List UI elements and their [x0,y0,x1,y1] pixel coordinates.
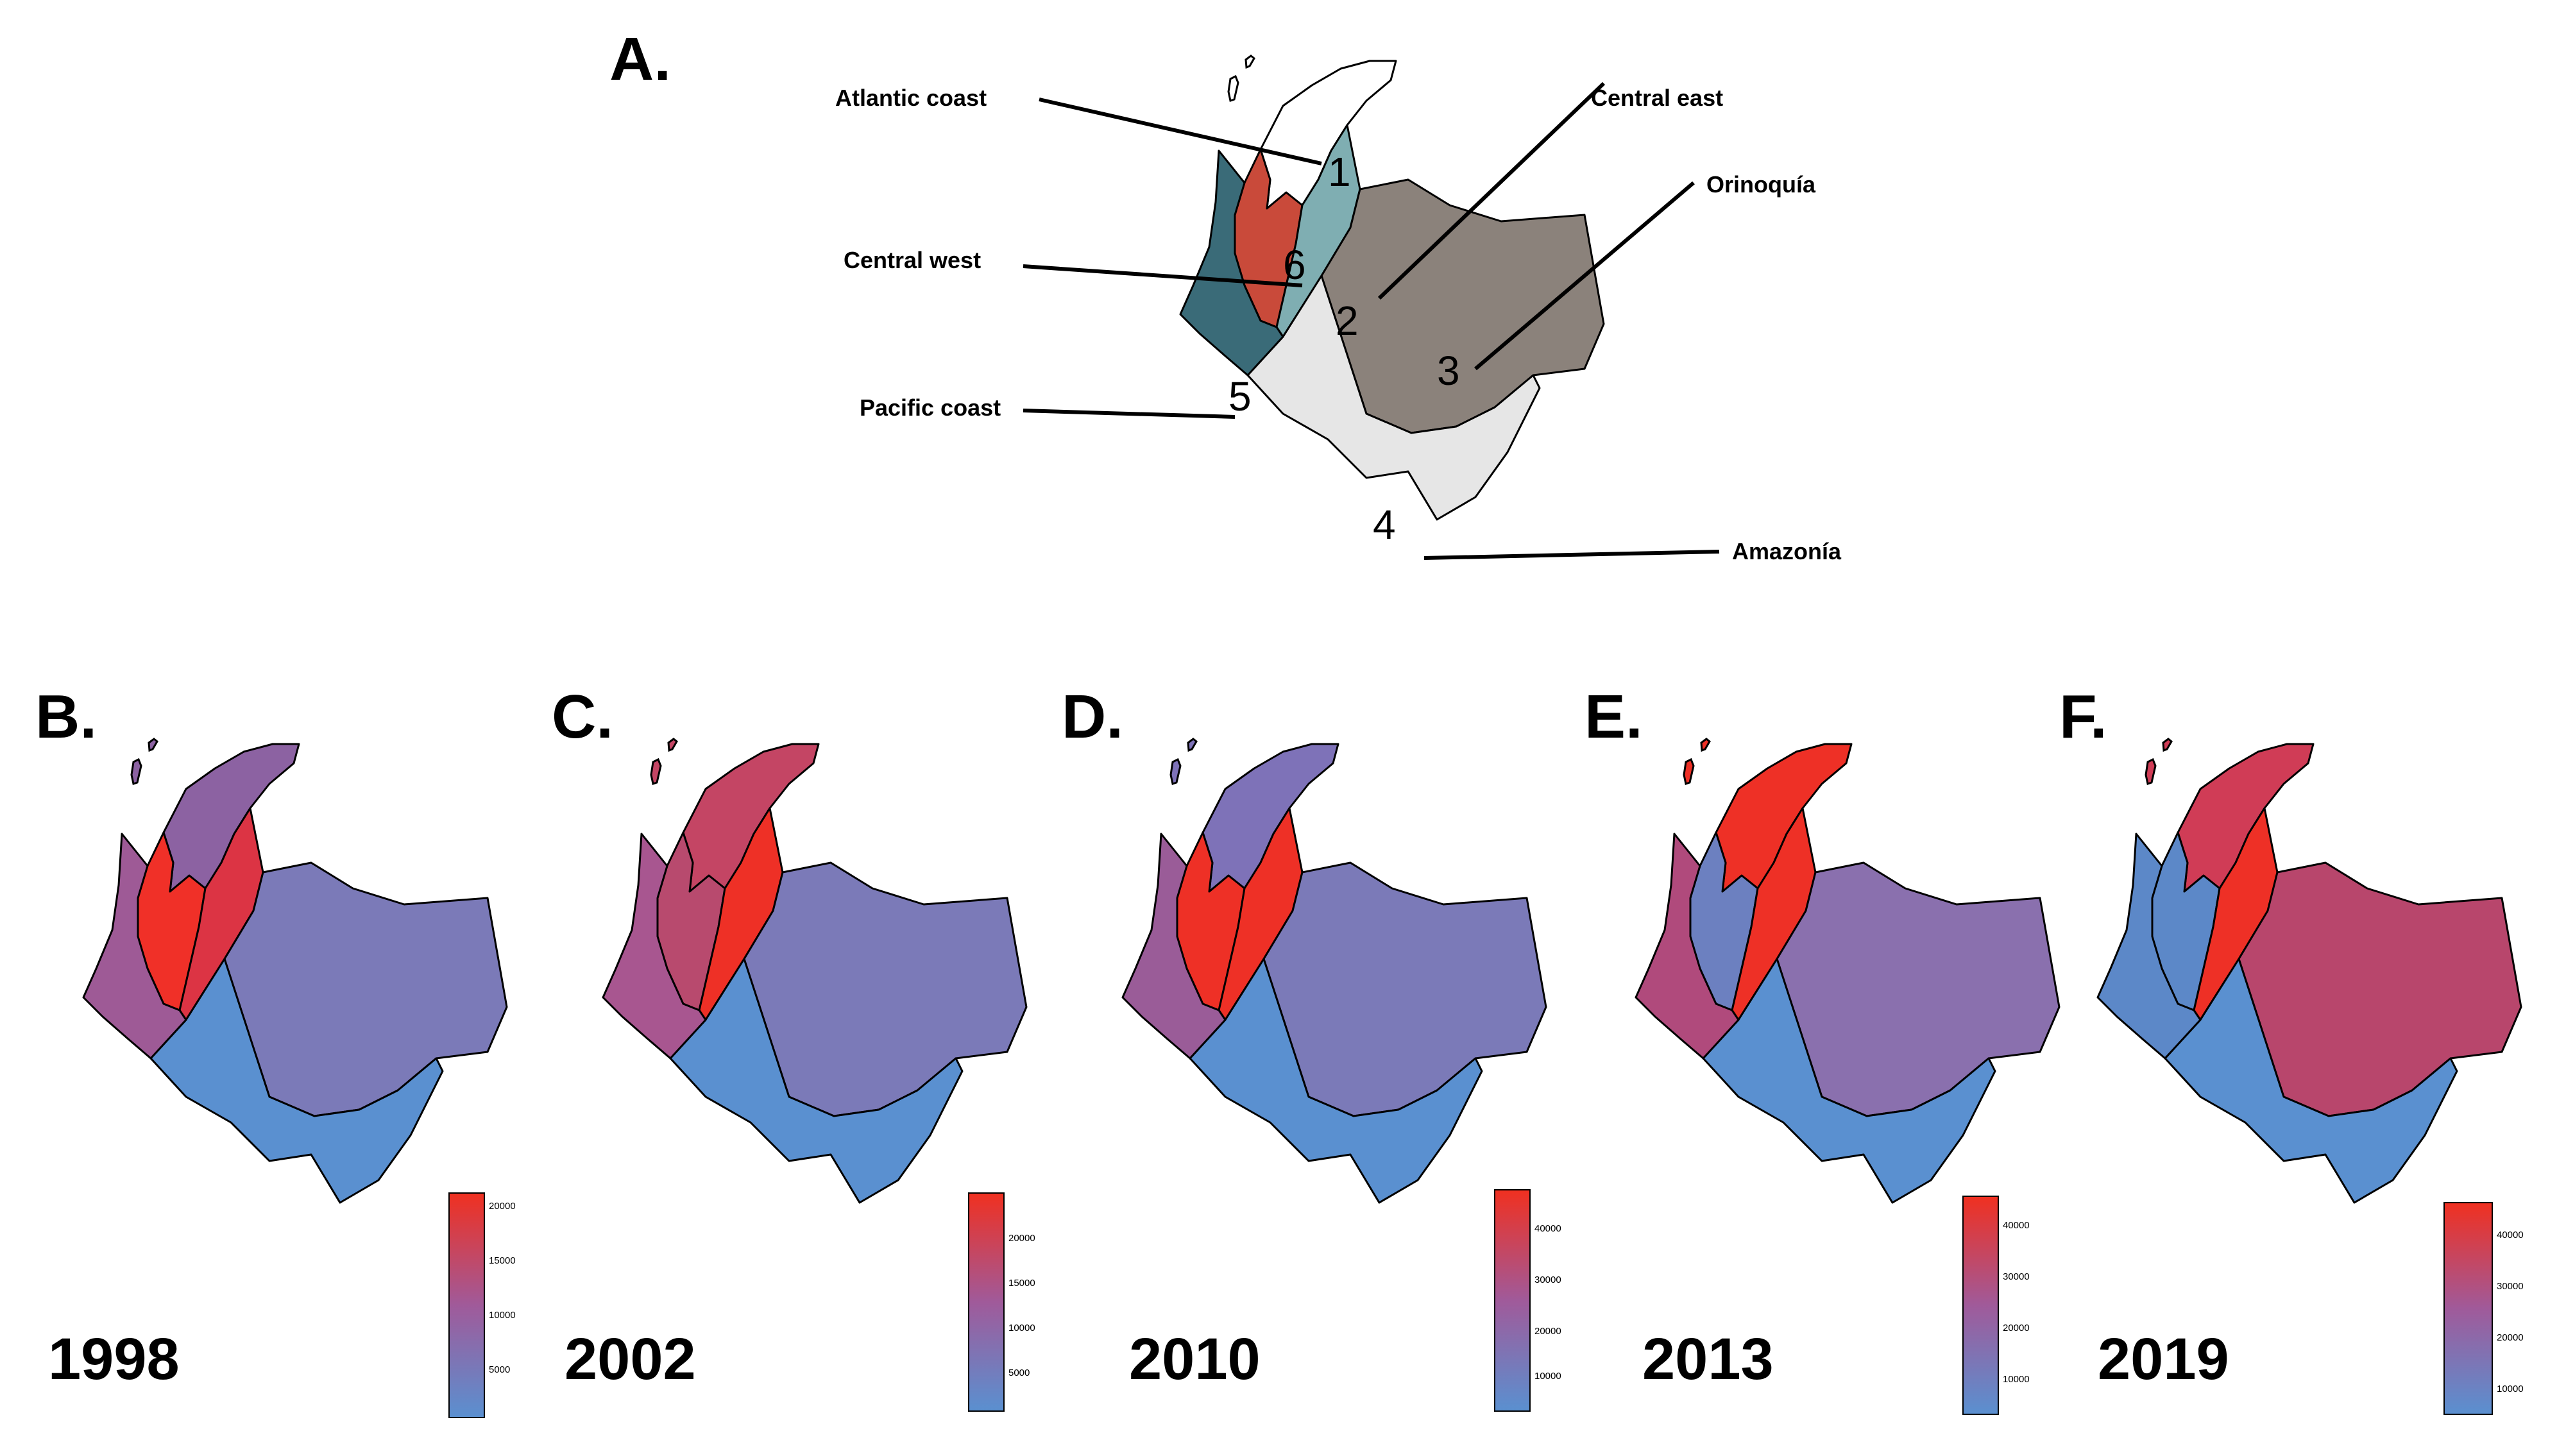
region-number-2: 2 [1336,298,1359,344]
region-amazonia [1246,275,1541,521]
panel-f-map [2096,738,2522,1204]
panel-e-label: E. [1585,682,1643,751]
scale-tick: 40000 [1534,1223,1561,1234]
color-scale [1962,1196,1999,1415]
map-region-orinoquia [2238,861,2522,1117]
scale-tick: 10000 [1008,1323,1035,1333]
scale-tick: 20000 [2497,1332,2524,1343]
year-label: 2013 [1642,1326,1774,1392]
region-number-3: 3 [1437,348,1460,394]
panel-a-label: A. [609,25,671,94]
map-region-orinoquia [1262,861,1547,1117]
map-region-orinoquia [223,861,508,1117]
year-label: 2010 [1129,1326,1261,1392]
panel-f-label: F. [2059,682,2107,751]
map-region-amazonia [1189,958,1483,1204]
scale-tick: 10000 [2497,1384,2524,1394]
panel-e: E. 40000 30000 20000 10000 2013 [1585,682,2060,1415]
year-label: 1998 [48,1326,180,1392]
panel-d-map [1121,738,1547,1204]
panel-b: B. 20000 15000 10000 5000 1998 [35,682,516,1418]
color-scale [2443,1202,2493,1415]
region-label-amazonia: Amazonía [1732,538,1842,564]
panel-e-map [1635,738,2060,1204]
scale-tick: 40000 [2497,1230,2524,1240]
map-region-pacific [1635,833,1740,1060]
map-region-amazonia [1702,958,1996,1204]
map-region-pacific [2096,833,2202,1060]
region-number-6: 6 [1283,242,1306,288]
map-region-amazonia [2164,958,2458,1204]
map-region-amazonia [149,958,444,1204]
panel-b-map [82,738,508,1204]
map-region-orinoquia [743,861,1028,1117]
scale-tick: 30000 [2497,1281,2524,1292]
region-number-1: 1 [1328,149,1351,195]
panel-f: F. 40000 30000 20000 10000 2019 [2059,682,2524,1415]
color-scale [448,1192,485,1418]
color-scale [1494,1189,1531,1412]
region-label-atlantic: Atlantic coast [835,85,987,111]
panel-c-map [602,738,1028,1204]
region-label-orinoquia: Orinoquía [1706,171,1816,198]
region-number-5: 5 [1228,373,1252,419]
scale-tick: 20000 [2003,1323,2030,1333]
scale-tick: 15000 [489,1255,516,1266]
panel-d: D. 40000 30000 20000 10000 2010 [1062,682,1561,1412]
region-label-central-west: Central west [844,247,981,273]
scale-tick: 10000 [2003,1374,2030,1385]
map-region-pacific [82,833,187,1060]
scale-tick: 10000 [1534,1371,1561,1382]
map-region-pacific [1121,833,1227,1060]
scale-tick: 20000 [489,1201,516,1212]
scale-tick: 5000 [1008,1367,1030,1378]
panel-a-regions-map: A. Atlantic coast Central east Orinoquía… [609,25,1842,564]
region-label-central-east: Central east [1591,85,1723,111]
scale-tick: 15000 [1008,1278,1035,1289]
region-pacific [1179,149,1284,377]
panel-d-label: D. [1062,682,1123,751]
panel-c: C. 20000 15000 10000 5000 2002 [552,682,1035,1412]
map-region-orinoquia [1776,861,2060,1117]
scale-tick: 10000 [489,1310,516,1321]
map-region-pacific [602,833,707,1060]
color-scale [968,1192,1005,1412]
panel-b-label: B. [35,682,97,751]
scale-tick: 40000 [2003,1220,2030,1231]
scale-tick: 5000 [489,1364,510,1375]
year-label: 2019 [2098,1326,2229,1392]
panel-a-map [1179,55,1605,521]
scale-tick: 20000 [1534,1326,1561,1337]
scale-tick: 30000 [1534,1274,1561,1285]
region-number-4: 4 [1373,502,1396,548]
panel-c-label: C. [552,682,613,751]
map-region-amazonia [669,958,964,1204]
scale-tick: 30000 [2003,1271,2030,1282]
scale-tick: 20000 [1008,1233,1035,1244]
region-label-pacific: Pacific coast [860,394,1001,421]
year-label: 2002 [565,1326,696,1392]
